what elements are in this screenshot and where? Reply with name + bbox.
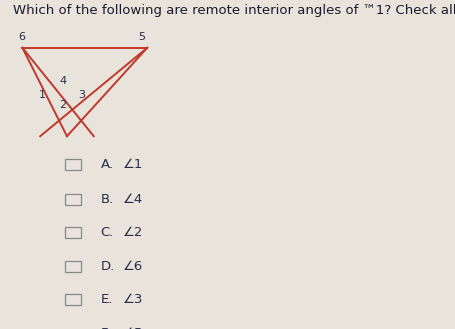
Text: 5: 5 xyxy=(138,32,145,42)
FancyBboxPatch shape xyxy=(65,227,81,238)
FancyBboxPatch shape xyxy=(65,194,81,205)
Text: F.: F. xyxy=(101,327,110,329)
Text: Which of the following are remote interior angles of ™1? Check all that apply.: Which of the following are remote interi… xyxy=(14,4,455,16)
Text: ∠2: ∠2 xyxy=(123,226,143,239)
Text: 1: 1 xyxy=(39,90,46,100)
Text: 2: 2 xyxy=(59,100,66,110)
Text: 4: 4 xyxy=(59,76,66,86)
Text: 6: 6 xyxy=(18,32,25,42)
Text: ∠3: ∠3 xyxy=(123,293,143,306)
Text: ∠4: ∠4 xyxy=(123,193,143,206)
Text: ∠1: ∠1 xyxy=(123,158,143,171)
Text: C.: C. xyxy=(101,226,114,239)
Text: 3: 3 xyxy=(78,90,85,100)
Text: B.: B. xyxy=(101,193,114,206)
FancyBboxPatch shape xyxy=(65,261,81,272)
Text: E.: E. xyxy=(101,293,113,306)
Text: A.: A. xyxy=(101,158,113,171)
Text: D.: D. xyxy=(101,260,115,273)
FancyBboxPatch shape xyxy=(65,159,81,170)
FancyBboxPatch shape xyxy=(65,294,81,306)
Text: ∠5: ∠5 xyxy=(123,327,143,329)
Text: ∠6: ∠6 xyxy=(123,260,143,273)
FancyBboxPatch shape xyxy=(65,328,81,329)
